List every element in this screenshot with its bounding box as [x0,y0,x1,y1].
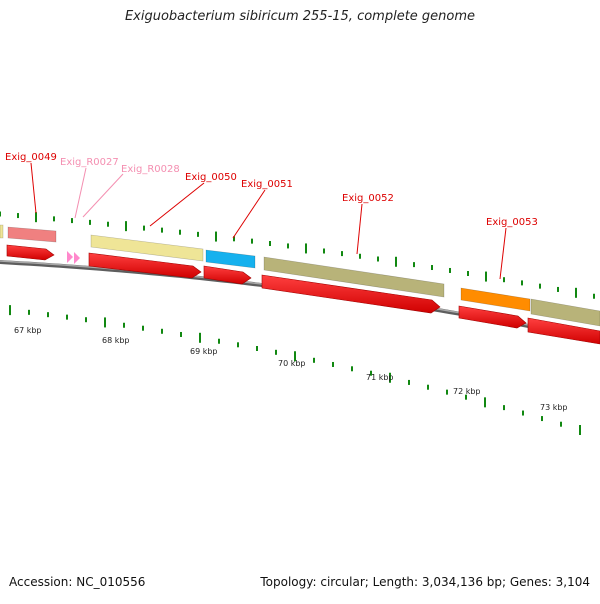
leader-line-exig-0051 [232,189,266,239]
gene-bar-exig-0051 [205,249,256,269]
gene-label-exig-r0027[interactable]: Exig_R0027 [60,157,119,168]
arrow-exig-0051 [203,265,252,285]
arrow-partial [527,317,600,345]
scale-label: 69 kbp [190,347,218,356]
arrow-exig-0050 [88,252,202,279]
gene-bars [0,224,600,327]
leader-line-exig-0049 [30,162,37,214]
gene-label-exig-0049[interactable]: Exig_0049 [5,152,57,163]
arrow-exig-r0027 [67,251,73,263]
leader-line-exig-r0027 [74,167,87,219]
scale-label: 71 kbp [366,373,394,382]
leader-line-exig-r0028 [82,173,124,218]
scale-label: 67 kbp [14,326,42,335]
leader-line-exig-0053 [499,227,507,280]
arrow-exig-r0028 [74,252,80,264]
gene-label-exig-0050[interactable]: Exig_0050 [185,172,237,183]
gene-arrows [6,244,600,345]
gene-bar-partial [0,224,4,239]
arrow-exig-0049 [6,244,55,261]
genome-title: Exiguobacterium sibiricum 255-15, comple… [124,9,476,24]
gene-bar-exig-0049 [7,226,57,243]
tick-marks [0,211,595,435]
gene-label-exig-r0028[interactable]: Exig_R0028 [121,164,180,175]
scale-label: 72 kbp [453,387,481,396]
arrow-exig-0052 [261,274,441,314]
leader-line-exig-0050 [149,182,205,227]
gene-label-exig-0053[interactable]: Exig_0053 [486,217,538,228]
accession-text: Accession: NC_010556 [9,575,146,589]
scale-label: 70 kbp [278,359,306,368]
leader-line-exig-0052 [356,203,363,255]
gene-bar-exig-0050 [90,234,204,262]
genome-metadata-text: Topology: circular; Length: 3,034,136 bp… [260,575,590,589]
gene-bar-exig-0052 [263,256,445,298]
scale-label: 73 kbp [540,403,568,412]
gene-label-exig-0052[interactable]: Exig_0052 [342,193,394,204]
scale-labels: 67 kbp 68 kbp 69 kbp 70 kbp 71 kbp 72 kbp 73 k… [14,326,568,412]
gene-bar-partial [530,298,600,327]
scale-label: 68 kbp [102,336,130,345]
gene-label-exig-0051[interactable]: Exig_0051 [241,179,293,190]
arrow-exig-0053 [458,305,527,329]
gene-bar-exig-0053 [460,287,531,312]
